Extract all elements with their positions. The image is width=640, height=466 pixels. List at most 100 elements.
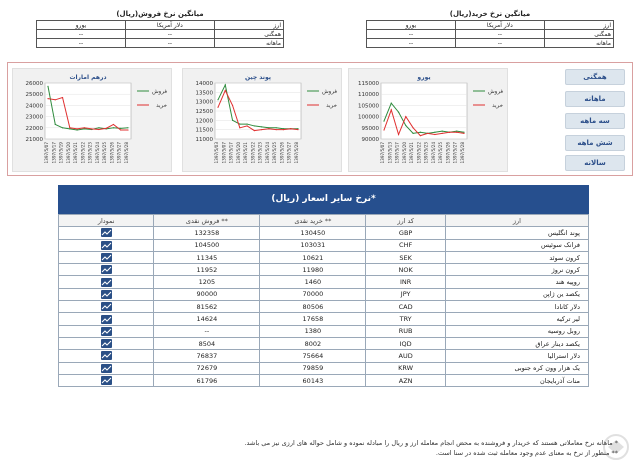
- data-point: [91, 128, 93, 130]
- rate-currency-name: یکصد دینار عراق: [444, 336, 590, 351]
- x-tick-label: 1397/5/22: [250, 142, 255, 164]
- rate-buy: 70000: [259, 287, 367, 302]
- avg-buy-cell: --: [366, 29, 456, 39]
- period-button-6-month[interactable]: شش ماهه: [565, 135, 625, 151]
- period-button-3-month[interactable]: سه ماهه: [565, 113, 625, 129]
- avg-buy-cell: --: [454, 38, 545, 48]
- x-tick-label: 1397/5/26: [109, 142, 114, 164]
- data-point: [261, 126, 263, 128]
- data-point: [463, 132, 465, 134]
- chart-link-icon[interactable]: [57, 263, 155, 277]
- data-point: [246, 123, 248, 125]
- data-point: [224, 89, 226, 92]
- avg-sell-row-label: همگنی: [213, 29, 285, 39]
- x-tick-label: 1397/5/28: [294, 142, 299, 164]
- avg-sell-panel: میانگین نرخ فروش(ریال) یورو دلار آمریکا …: [36, 8, 285, 48]
- data-point: [275, 129, 277, 131]
- x-tick-label: 1397/5/13: [387, 142, 392, 164]
- data-point: [61, 96, 64, 99]
- rate-sell: 14624: [153, 312, 261, 326]
- data-point: [112, 127, 115, 129]
- data-point: [456, 131, 458, 133]
- y-tick-label: 90000: [362, 137, 380, 143]
- rate-row: 72679 79859 KRW یک هزار وون کره جنوبی: [57, 361, 590, 375]
- period-button-monthly[interactable]: ماهانه: [565, 91, 625, 107]
- data-point: [127, 127, 129, 129]
- rate-sell: 1205: [153, 275, 261, 289]
- data-point: [275, 127, 277, 129]
- chart-link-icon[interactable]: [57, 226, 155, 240]
- chart-link-icon[interactable]: [57, 312, 155, 326]
- chart-link-icon[interactable]: [57, 250, 155, 265]
- x-tick-label: 1397/5/27: [287, 142, 292, 164]
- data-point: [253, 130, 255, 132]
- chart-link-icon[interactable]: [57, 336, 155, 351]
- rate-buy: 60143: [259, 373, 367, 388]
- rate-code: JPY: [365, 287, 446, 302]
- rate-sell: 90000: [153, 287, 261, 302]
- rate-code: IQD: [365, 336, 446, 351]
- data-point: [246, 125, 248, 127]
- data-point: [261, 129, 263, 131]
- rate-buy: 1460: [259, 275, 367, 289]
- chart-link-icon[interactable]: [57, 373, 155, 388]
- avg-buy-panel: میانگین نرخ خرید(ریال) یورو دلار آمریکا …: [366, 8, 615, 48]
- col-currency: ارز: [444, 213, 590, 228]
- chart-link-icon[interactable]: [57, 300, 155, 314]
- avg-buy-row-label: ماهانه: [543, 38, 615, 48]
- y-tick-label: 23000: [26, 115, 44, 121]
- chart-link-icon[interactable]: [57, 275, 155, 289]
- data-point: [412, 127, 414, 129]
- x-tick-label: 1397/5/28: [460, 142, 465, 164]
- x-tick-label: 1397/5/21: [243, 142, 248, 164]
- y-tick-label: 21000: [26, 137, 44, 143]
- rate-row: 104500 103031 CHF فرانک سوئیس: [57, 238, 590, 252]
- other-rates-title: نرخ سایر اسعار (ریال)*: [58, 185, 589, 214]
- data-point: [441, 132, 443, 134]
- y-tick-label: 13000: [196, 100, 214, 106]
- data-point: [47, 85, 49, 87]
- series-line-sell: [47, 86, 129, 131]
- data-point: [120, 129, 122, 131]
- y-tick-label: 110000: [358, 92, 379, 98]
- data-point: [76, 128, 78, 130]
- chart-link-icon[interactable]: [57, 238, 155, 252]
- x-tick-label: 1397/5/20: [402, 142, 407, 164]
- data-point: [434, 133, 436, 136]
- chart-link-icon[interactable]: [57, 349, 155, 363]
- avg-buy-cell: --: [366, 38, 456, 48]
- data-point: [127, 129, 129, 131]
- rate-currency-name: لیر ترکیه: [444, 312, 590, 326]
- data-point: [383, 129, 385, 131]
- chart-link-icon[interactable]: [57, 361, 155, 375]
- y-tick-label: 105000: [358, 103, 379, 109]
- y-tick-label: 95000: [362, 126, 380, 132]
- data-point: [448, 131, 451, 133]
- data-point: [253, 125, 255, 127]
- series-line-sell: [217, 83, 298, 130]
- legend-label: فروش: [488, 89, 503, 95]
- footnote-line-1: * ماهانه نرخ معاملاتی هستند که خریدار و …: [244, 439, 618, 447]
- data-point: [98, 128, 100, 131]
- x-tick-label: 1397/5/21: [409, 142, 414, 164]
- rate-currency-name: منات آذربایجان: [444, 373, 590, 388]
- rate-row: 61796 60143 AZN منات آذربایجان: [57, 373, 590, 388]
- data-point: [383, 120, 385, 122]
- series-line-buy: [47, 96, 128, 131]
- col-sell: فروش نقدی **: [153, 213, 261, 228]
- data-point: [405, 124, 407, 127]
- data-point: [231, 119, 234, 121]
- x-tick-label: 1397/5/25: [272, 142, 277, 164]
- chart-link-icon[interactable]: [57, 324, 155, 338]
- y-tick-label: 12500: [196, 109, 214, 115]
- data-point: [239, 123, 241, 125]
- rate-code: KRW: [365, 361, 446, 375]
- footnote-line-2: ** منظور از نرخ به معنای عدم وجود معامله…: [435, 449, 618, 457]
- period-button-yearly[interactable]: سالانه: [565, 155, 625, 171]
- data-point: [290, 128, 292, 130]
- x-tick-label: 1397/5/23: [258, 142, 263, 164]
- chart-link-icon[interactable]: [57, 287, 155, 302]
- rate-sell: 61796: [153, 373, 261, 388]
- rate-code: INR: [365, 275, 446, 289]
- period-button-all[interactable]: همگنی: [565, 69, 625, 85]
